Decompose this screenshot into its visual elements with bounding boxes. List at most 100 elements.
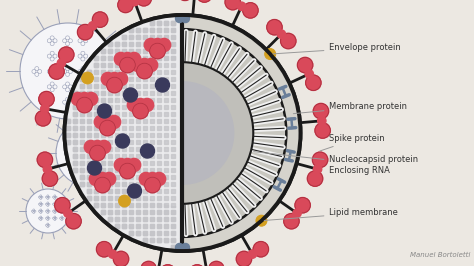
Circle shape: [284, 214, 299, 229]
Circle shape: [139, 59, 150, 69]
Circle shape: [92, 12, 108, 27]
Polygon shape: [64, 15, 182, 251]
Circle shape: [26, 189, 70, 233]
Circle shape: [139, 172, 153, 186]
Circle shape: [109, 72, 120, 83]
Circle shape: [66, 214, 81, 229]
Circle shape: [128, 158, 141, 172]
Circle shape: [243, 3, 258, 18]
Circle shape: [297, 57, 313, 73]
Circle shape: [267, 19, 282, 35]
Circle shape: [157, 38, 171, 52]
Circle shape: [145, 177, 160, 193]
Circle shape: [112, 62, 253, 204]
Circle shape: [114, 158, 128, 172]
Circle shape: [95, 177, 110, 193]
Circle shape: [77, 97, 92, 113]
Text: Manuel Bortoletti: Manuel Bortoletti: [410, 252, 470, 258]
Circle shape: [88, 161, 101, 175]
Circle shape: [109, 250, 117, 258]
Circle shape: [128, 184, 142, 198]
Circle shape: [101, 72, 115, 86]
Text: Lipid membrane: Lipid membrane: [264, 208, 398, 221]
Circle shape: [84, 140, 98, 153]
Circle shape: [140, 144, 155, 158]
Circle shape: [89, 22, 97, 30]
Circle shape: [145, 59, 158, 72]
Circle shape: [248, 250, 256, 258]
Circle shape: [312, 152, 328, 168]
Circle shape: [175, 243, 183, 251]
Circle shape: [295, 198, 310, 213]
Text: Membrane protein: Membrane protein: [293, 102, 408, 114]
Circle shape: [64, 15, 301, 251]
Circle shape: [128, 98, 140, 112]
Circle shape: [160, 265, 175, 266]
Circle shape: [307, 171, 323, 186]
Circle shape: [256, 215, 267, 226]
Circle shape: [137, 63, 152, 79]
Circle shape: [313, 165, 322, 173]
Circle shape: [128, 52, 141, 66]
Circle shape: [55, 198, 70, 213]
Circle shape: [182, 243, 190, 251]
Circle shape: [140, 98, 154, 112]
Circle shape: [20, 23, 116, 119]
Circle shape: [98, 104, 111, 118]
Circle shape: [36, 111, 51, 126]
Circle shape: [237, 2, 246, 10]
Circle shape: [190, 265, 205, 266]
Circle shape: [136, 0, 152, 6]
Circle shape: [182, 15, 190, 23]
Circle shape: [175, 15, 183, 23]
Circle shape: [102, 172, 116, 186]
Circle shape: [131, 59, 145, 72]
Circle shape: [107, 77, 122, 93]
Text: Spike protein: Spike protein: [320, 134, 385, 151]
Polygon shape: [109, 60, 182, 206]
Circle shape: [84, 92, 98, 106]
Circle shape: [135, 98, 146, 109]
Text: Envelope protein: Envelope protein: [273, 43, 401, 54]
Circle shape: [197, 0, 212, 2]
Circle shape: [150, 43, 165, 59]
Circle shape: [57, 59, 65, 67]
Circle shape: [49, 64, 64, 79]
Circle shape: [313, 103, 328, 119]
Circle shape: [141, 261, 156, 266]
Circle shape: [42, 171, 58, 186]
Circle shape: [92, 140, 103, 151]
Circle shape: [116, 134, 129, 148]
Circle shape: [236, 251, 252, 266]
Circle shape: [293, 209, 301, 217]
Circle shape: [133, 103, 148, 119]
Circle shape: [122, 158, 133, 169]
Circle shape: [155, 78, 170, 92]
Circle shape: [79, 29, 286, 237]
Circle shape: [97, 172, 108, 183]
Circle shape: [124, 88, 137, 102]
Circle shape: [90, 145, 105, 161]
Polygon shape: [182, 15, 301, 251]
Circle shape: [118, 0, 133, 13]
Circle shape: [102, 115, 113, 126]
Circle shape: [130, 81, 235, 185]
Circle shape: [37, 152, 53, 168]
Circle shape: [225, 0, 240, 10]
Polygon shape: [77, 27, 182, 239]
Circle shape: [253, 242, 269, 257]
Circle shape: [120, 163, 135, 179]
Circle shape: [153, 172, 166, 186]
Circle shape: [152, 38, 163, 49]
Circle shape: [56, 119, 124, 187]
Circle shape: [130, 0, 139, 6]
Circle shape: [120, 57, 135, 73]
Circle shape: [264, 48, 276, 60]
Circle shape: [209, 261, 224, 266]
Circle shape: [100, 120, 115, 136]
Text: Nucleocapsid protein
Enclosing RNA: Nucleocapsid protein Enclosing RNA: [254, 152, 419, 174]
Circle shape: [277, 30, 285, 38]
Circle shape: [108, 115, 121, 128]
Circle shape: [39, 92, 54, 107]
Circle shape: [177, 0, 192, 1]
